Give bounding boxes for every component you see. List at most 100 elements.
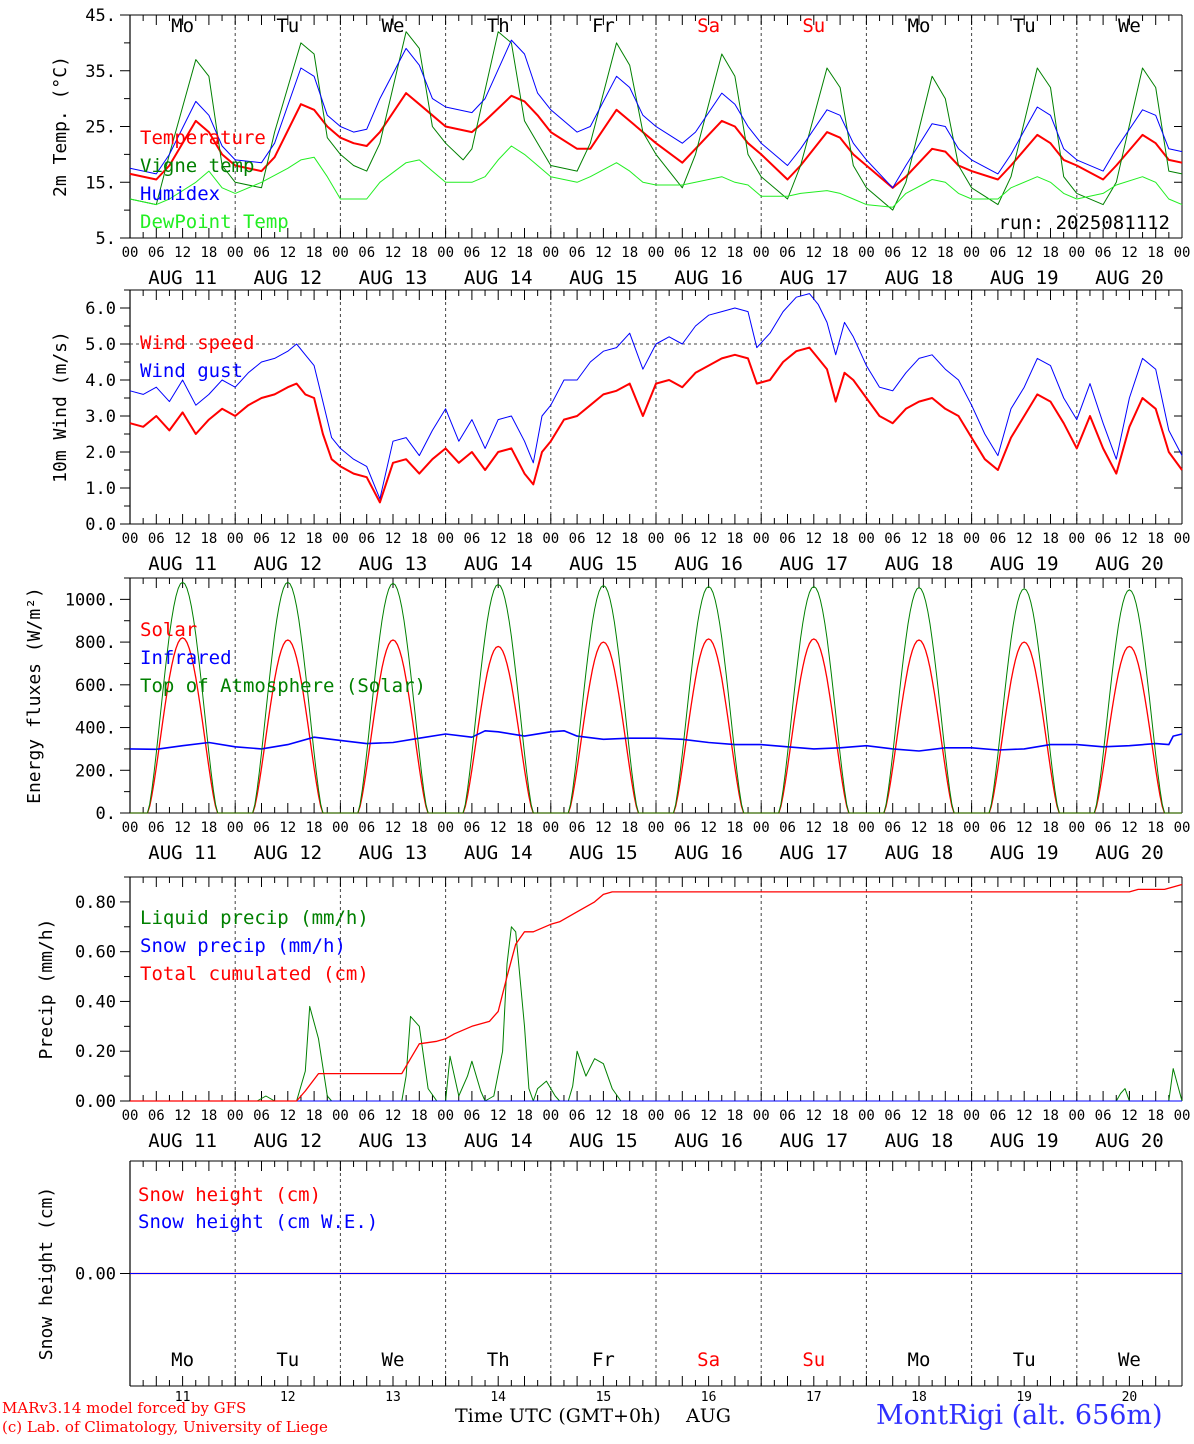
weekday-label-top: Mo	[908, 15, 931, 37]
y-tick-label: 3.0	[85, 407, 116, 427]
date-label: AUG 15	[569, 842, 638, 864]
hour-tick-label: 12	[595, 245, 612, 261]
y-tick-label: 5.0	[85, 335, 116, 355]
date-label: AUG 18	[885, 553, 954, 575]
hour-tick-label: 18	[621, 1108, 638, 1124]
hour-tick-label: 00	[122, 245, 139, 261]
hour-tick-label: 00	[542, 531, 559, 547]
hour-tick-label: 12	[1121, 1108, 1138, 1124]
hour-tick-label: 00	[648, 1108, 665, 1124]
y-axis-label: Energy fluxes (W/m²)	[24, 587, 45, 804]
hour-tick-label: 06	[148, 245, 165, 261]
hour-tick-label: 06	[674, 1108, 691, 1124]
hour-tick-label: 18	[621, 531, 638, 547]
hour-tick-label: 18	[937, 245, 954, 261]
hour-tick-label: 06	[569, 245, 586, 261]
date-label: AUG 12	[253, 842, 322, 864]
hour-tick-label: 12	[595, 531, 612, 547]
hour-tick-label: 00	[1068, 245, 1085, 261]
day-number-label: 15	[596, 1390, 612, 1405]
hour-tick-label: 12	[385, 245, 402, 261]
hour-tick-label: 12	[1016, 245, 1033, 261]
y-axis-label: 10m Wind (m/s)	[50, 331, 71, 483]
hour-tick-label: 18	[1147, 1108, 1164, 1124]
legend-entry: Vigne temp	[140, 155, 254, 177]
hour-tick-label: 12	[1016, 531, 1033, 547]
hour-tick-label: 18	[411, 820, 428, 836]
date-label: AUG 16	[674, 267, 743, 289]
legend-entry: Top of Atmosphere (Solar)	[140, 675, 426, 697]
hour-tick-label: 18	[832, 820, 849, 836]
hour-tick-label: 18	[832, 1108, 849, 1124]
hour-tick-label: 18	[306, 245, 323, 261]
hour-tick-label: 06	[989, 820, 1006, 836]
hour-tick-label: 06	[1095, 531, 1112, 547]
hour-tick-label: 06	[358, 531, 375, 547]
y-tick-label: 45.	[85, 6, 116, 26]
hour-tick-label: 00	[122, 820, 139, 836]
hour-tick-label: 06	[253, 245, 270, 261]
month-label: AUG	[686, 1405, 731, 1427]
lab-credit-line: (c) Lab. of Climatology, University of L…	[2, 1418, 328, 1436]
hour-tick-label: 18	[726, 245, 743, 261]
hour-tick-label: 06	[1095, 1108, 1112, 1124]
hour-tick-label: 00	[227, 1108, 244, 1124]
date-label: AUG 18	[885, 1130, 954, 1152]
series-line-humidex	[129, 39, 1183, 189]
hour-tick-label: 18	[726, 820, 743, 836]
date-label: AUG 14	[464, 842, 533, 864]
hour-tick-label: 00	[753, 820, 770, 836]
y-tick-label: 0.20	[75, 1042, 116, 1062]
energy-panel: 0. 200. 400. 600. 800. 1000. Energy fluxes (W/…	[24, 577, 1190, 864]
hour-tick-label: 12	[279, 531, 296, 547]
hour-tick-label: 18	[411, 531, 428, 547]
legend-entry: Liquid precip (mm/h)	[140, 907, 369, 929]
hour-tick-label: 00	[1174, 1108, 1191, 1124]
hour-tick-label: 18	[411, 1108, 428, 1124]
hour-tick-label: 12	[174, 820, 191, 836]
hour-tick-label: 06	[148, 1108, 165, 1124]
hour-tick-label: 18	[832, 531, 849, 547]
date-label: AUG 15	[569, 1130, 638, 1152]
hour-tick-label: 12	[595, 820, 612, 836]
station-label: MontRigi (alt. 656m)	[876, 1400, 1163, 1431]
hour-tick-label: 00	[227, 531, 244, 547]
hour-tick-label: 12	[385, 531, 402, 547]
weekday-label-bottom: We	[1118, 1349, 1141, 1371]
date-label: AUG 13	[359, 267, 428, 289]
weekday-label-bottom: Tu	[276, 1349, 299, 1371]
day-number-label: 17	[806, 1390, 822, 1405]
y-tick-label: 1000.	[65, 590, 116, 610]
hour-tick-label: 18	[200, 245, 217, 261]
date-label: AUG 14	[464, 1130, 533, 1152]
y-tick-label: 800.	[75, 633, 116, 653]
hour-tick-label: 00	[1068, 820, 1085, 836]
date-label: AUG 20	[1095, 842, 1164, 864]
weekday-label-top: Th	[487, 15, 510, 37]
weekday-label-bottom: We	[382, 1349, 405, 1371]
hour-tick-label: 06	[253, 1108, 270, 1124]
hour-tick-label: 00	[648, 245, 665, 261]
hour-tick-label: 12	[490, 1108, 507, 1124]
hour-tick-label: 00	[542, 820, 559, 836]
hour-tick-label: 12	[174, 245, 191, 261]
y-tick-label: 0.60	[75, 943, 116, 963]
y-tick-label: 600.	[75, 676, 116, 696]
hour-tick-label: 12	[805, 245, 822, 261]
weekday-label-top: We	[382, 15, 405, 37]
hour-tick-label: 18	[1147, 245, 1164, 261]
hour-tick-label: 12	[700, 820, 717, 836]
legend-entry: DewPoint Temp	[140, 211, 289, 233]
series-line-top-of-atmosphere-solar-	[130, 581, 1182, 814]
date-label: AUG 12	[253, 1130, 322, 1152]
hour-tick-label: 12	[385, 820, 402, 836]
date-label: AUG 19	[990, 553, 1059, 575]
hour-tick-label: 00	[332, 1108, 349, 1124]
hour-tick-label: 18	[621, 820, 638, 836]
hour-tick-label: 06	[779, 820, 796, 836]
weekday-label-top: Tu	[1013, 15, 1036, 37]
run-label: run: 2025081112	[998, 212, 1170, 234]
y-axis-label: Snow height (cm)	[36, 1187, 57, 1360]
hour-tick-label: 06	[148, 820, 165, 836]
weekday-label-bottom: Fr	[592, 1349, 615, 1371]
